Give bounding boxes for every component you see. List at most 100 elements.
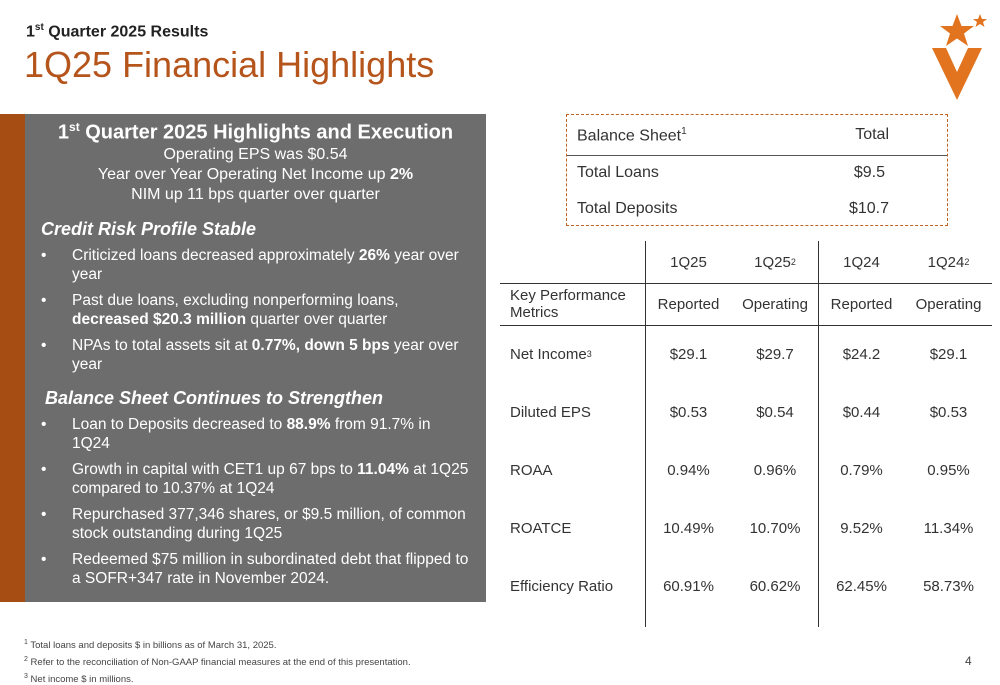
kpi-value: 62.45% [818, 557, 905, 615]
star-v-logo-icon [932, 14, 987, 100]
metric-value: 58.73% [923, 577, 974, 595]
text-bold: 2% [389, 165, 414, 183]
bullet-item: Repurchased 377,346 shares, or $9.5 mill… [41, 505, 472, 543]
footnote: 1 Total loans and deposits $ in billions… [24, 636, 411, 653]
kpi-column-period: 1Q25 [645, 241, 732, 283]
metric-value: 9.52% [840, 519, 883, 537]
kpi-value: 0.95% [905, 441, 992, 499]
metric-value: 10.70% [749, 519, 801, 537]
text-part: Loan to Deposits decreased to [72, 415, 287, 433]
text-part: Past due loans, excluding nonperforming … [72, 291, 399, 309]
kpi-value: 10.70% [732, 499, 818, 557]
bullet-item: NPAs to total assets sit at 0.77%, down … [41, 336, 472, 374]
intro-line: Operating EPS was $0.54 [25, 145, 486, 165]
section-kicker: 1st Quarter 2025 Results [26, 22, 209, 41]
kpi-value: $0.53 [905, 383, 992, 441]
kpi-row-tick [818, 381, 819, 385]
metric-value: 0.79% [840, 461, 883, 479]
kpi-row-header: Key Performance Metrics [500, 283, 645, 325]
kpi-value: 10.49% [645, 499, 732, 557]
footnote-text: Net income $ in millions. [27, 674, 134, 685]
text-part: Growth in capital with CET1 up 67 bps to [72, 460, 358, 478]
kpi-column-period: 1Q24 [818, 241, 905, 283]
metric-label: Efficiency Ratio [510, 577, 614, 595]
highlights-panel: 1st Quarter 2025 Highlights and Executio… [25, 114, 486, 602]
period-label: 1Q25 [754, 253, 791, 271]
metric-value: 60.91% [663, 577, 714, 595]
kpi-row-tick [818, 497, 819, 501]
metric-value: 0.96% [753, 461, 797, 479]
metric-value: $29.1 [669, 345, 708, 363]
kpi-row-tick [818, 439, 819, 443]
balance-sheet-header-row: Balance Sheet1 Total [577, 126, 889, 145]
kpi-row-tick [645, 439, 646, 443]
kpi-value: $0.53 [645, 383, 732, 441]
balance-sheet-row: Total Loans $9.5 [577, 164, 885, 181]
metric-value: $0.53 [929, 403, 968, 421]
footnote-sup: 3 [24, 673, 28, 681]
section-credit-risk: Credit Risk Profile Stable [41, 218, 257, 239]
page-number: 4 [965, 654, 972, 668]
footnote: 2 Refer to the reconciliation of Non-GAA… [24, 653, 411, 670]
balance-sheet-row: Total Deposits $10.7 [577, 200, 889, 217]
kpi-column-period: 1Q24 2 [905, 241, 992, 283]
kpi-value: $0.44 [818, 383, 905, 441]
period-label: 1Q25 [670, 253, 707, 271]
kpi-value: 11.34% [905, 499, 992, 557]
kpi-value: 58.73% [905, 557, 992, 615]
text-part: Criticized loans decreased approximately [72, 246, 359, 264]
bullet-item: Growth in capital with CET1 up 67 bps to… [41, 460, 472, 498]
metric-value: 0.94% [667, 461, 710, 479]
bullet-item: Redeemed $75 million in subordinated deb… [41, 550, 472, 588]
kpi-table: 1Q25 Reported 1Q25 2 Operating 1Q24 Reported 1Q… [500, 241, 992, 627]
bullet-item: Past due loans, excluding nonperforming … [41, 291, 472, 329]
kpi-value: $0.54 [732, 383, 818, 441]
footnote-text: Total loans and deposits $ in billions a… [27, 640, 277, 652]
text-part: year over year [72, 246, 459, 283]
kpi-column-basis: Reported [818, 283, 905, 325]
metric-value: 11.34% [923, 519, 974, 537]
text-bold: 0.77%, down 5 bps [251, 336, 390, 354]
metric-value: 60.62% [749, 577, 801, 595]
period-label: 1Q24 [927, 253, 965, 271]
basis-label: Operating [742, 295, 808, 313]
text-bold: decreased $20.3 million [72, 310, 247, 328]
basis-label: Reported [657, 295, 720, 313]
kpi-value: $29.1 [905, 325, 992, 383]
metric-label: ROAA [510, 461, 553, 479]
metric-value: 10.49% [663, 519, 714, 537]
kpi-value: $29.1 [645, 325, 732, 383]
metric-value: $29.7 [756, 345, 794, 363]
metric-value: $24.2 [842, 345, 881, 363]
kpi-row-label: ROAA [500, 441, 645, 499]
text-part: at 1Q25 compared to 10.37% at 1Q24 [72, 460, 469, 497]
kpi-row-tick [645, 381, 646, 385]
metric-sup: 3 [586, 349, 592, 359]
metric-label: Diluted EPS [510, 403, 591, 421]
kpi-row-tick [645, 555, 646, 559]
kpi-value: 0.79% [818, 441, 905, 499]
kpi-row-tick [645, 497, 646, 501]
text-part: Year over Year Operating Net Income up [97, 165, 390, 183]
kpi-row-label: Diluted EPS [500, 383, 645, 441]
metric-value: 62.45% [836, 577, 887, 595]
section-balance-sheet: Balance Sheet Continues to Strengthen [45, 387, 384, 408]
intro-line: NIM up 11 bps quarter over quarter [25, 185, 486, 205]
metric-label: ROATCE [510, 519, 572, 537]
footnote-text: Refer to the reconciliation of Non-GAAP … [27, 657, 411, 669]
period-label: 1Q24 [843, 253, 880, 271]
balance-sheet-table: Balance Sheet1 Total Total Loans $9.5 To… [566, 114, 948, 226]
metric-label: Net Income [510, 345, 587, 363]
kpi-column-divider [818, 241, 819, 627]
kpi-column-period: 1Q25 2 [732, 241, 818, 283]
basis-label: Operating [915, 295, 982, 313]
text-bold: 88.9% [286, 415, 331, 433]
row-header-label: Key Performance Metrics [510, 287, 626, 321]
text-part: year over year [72, 336, 459, 373]
kpi-row-tick [818, 555, 819, 559]
kpi-column-basis: Reported [645, 283, 732, 325]
text-part: from 91.7% in 1Q24 [72, 415, 431, 452]
basis-label: Reported [830, 295, 893, 313]
kpi-column-basis: Operating [732, 283, 818, 325]
text-bold: 11.04% [357, 460, 409, 478]
